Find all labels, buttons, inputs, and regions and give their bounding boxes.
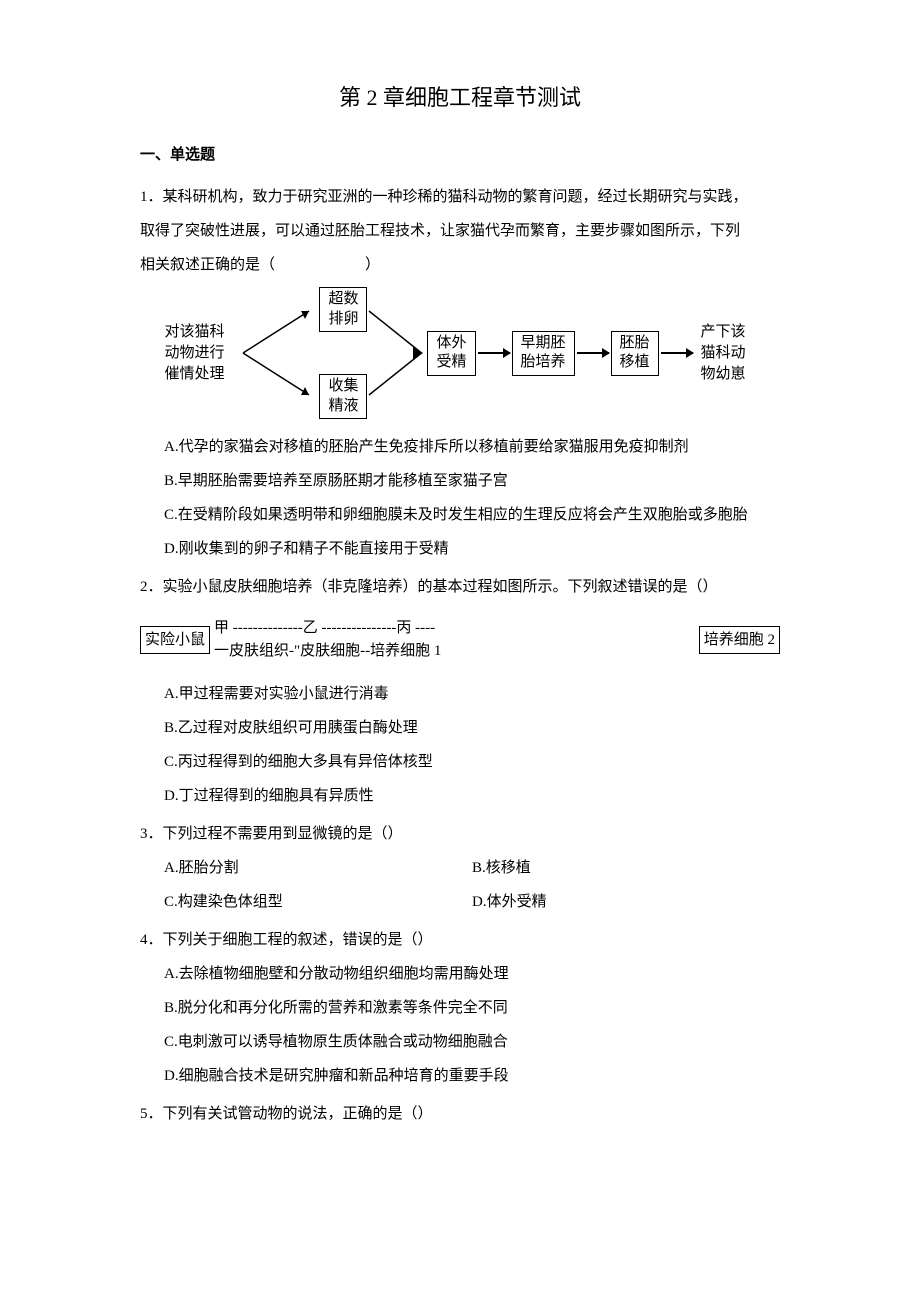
section-heading: 一、单选题 (140, 143, 780, 167)
q2-option-a: A.甲过程需要对实验小鼠进行消毒 (164, 682, 780, 706)
q4-option-b: B.脱分化和再分化所需的营养和激素等条件完全不同 (164, 996, 780, 1020)
flow-box-bot: 收集 精液 (319, 374, 367, 419)
q2-option-b: B.乙过程对皮肤组织可用胰蛋白酶处理 (164, 716, 780, 740)
flow-box-c1-l1: 体外 (436, 334, 466, 354)
flow-box-c1-l2: 受精 (436, 353, 466, 373)
q4-option-c: C.电刺激可以诱导植物原生质体融合或动物细胞融合 (164, 1030, 780, 1054)
tf-right-box: 培养细胞 2 (699, 626, 780, 654)
flow-right-l1: 产下该 (701, 322, 771, 343)
q4-option-a: A.去除植物细胞壁和分散动物组织细胞均需用酶处理 (164, 962, 780, 986)
tf-row1: 甲 --------------乙 ---------------丙 ---- (214, 617, 435, 640)
flow-box-bot-l1: 收集 (328, 377, 358, 397)
flow-box-c3-l1: 胚胎 (620, 334, 650, 354)
q4-option-d: D.细胞融合技术是研究肿瘤和新品种培育的重要手段 (164, 1064, 780, 1088)
question-2: 2．实验小鼠皮肤细胞培养（非克隆培养）的基本过程如图所示。下列叙述错误的是（） … (140, 575, 780, 808)
q4-options: A.去除植物细胞壁和分散动物组织细胞均需用酶处理 B.脱分化和再分化所需的营养和… (140, 962, 780, 1088)
q1-number: 1 (140, 189, 148, 205)
flow-box-c2: 早期胚 胎培养 (512, 331, 575, 376)
q2-option-c: C.丙过程得到的细胞大多具有异倍体核型 (164, 750, 780, 774)
flow-right-l3: 物幼崽 (701, 364, 771, 385)
flow-box-top-l1: 超数 (328, 290, 358, 310)
flow-branch-out (239, 293, 319, 413)
q2-options: A.甲过程需要对实验小鼠进行消毒 B.乙过程对皮肤组织可用胰蛋白酶处理 C.丙过… (140, 682, 780, 808)
q1-option-d: D.刚收集到的卵子和精子不能直接用于受精 (164, 537, 780, 561)
flow-left-l2: 动物进行 (164, 343, 224, 364)
flow-left-text: 对该猫科 动物进行 催情处理 (149, 322, 239, 385)
q1-stem-line2: 取得了突破性进展，可以通过胚胎工程技术，让家猫代孕而繁育，主要步骤如图所示，下列 (140, 219, 780, 243)
flow-box-c1: 体外 受精 (427, 331, 475, 376)
q2-text: ．实验小鼠皮肤细胞培养（非克隆培养）的基本过程如图所示。下列叙述错误的是（） (148, 579, 718, 595)
arrow-icon (661, 352, 693, 354)
q3-option-d: D.体外受精 (472, 890, 780, 914)
q1-flowchart: 对该猫科 动物进行 催情处理 超数 排卵 收集 精液 (140, 287, 780, 419)
q1-option-c: C.在受精阶段如果透明带和卵细胞膜未及时发生相应的生理反应将会产生双胞胎或多胞胎 (164, 503, 780, 527)
q1-options: A.代孕的家猫会对移植的胚胎产生免疫排斥所以移植前要给家猫服用免疫抑制剂 B.早… (140, 435, 780, 561)
flow-box-c2-l1: 早期胚 (521, 334, 566, 354)
q3-row1: A.胚胎分割 B.核移植 (164, 856, 780, 880)
flow-chain: 体外 受精 早期胚 胎培养 胚胎 移植 (427, 331, 694, 376)
page-title: 第 2 章细胞工程章节测试 (140, 80, 780, 115)
q1-stem-line1: 1．某科研机构，致力于研究亚洲的一种珍稀的猫科动物的繁育问题，经过长期研究与实践… (140, 185, 780, 209)
q3-option-b: B.核移植 (472, 856, 780, 880)
arrow-icon (478, 352, 510, 354)
flow-right-l2: 猫科动 (701, 343, 771, 364)
question-3: 3．下列过程不需要用到显微镜的是（） A.胚胎分割 B.核移植 C.构建染色体组… (140, 822, 780, 914)
q5-text: ．下列有关试管动物的说法，正确的是（） (148, 1106, 433, 1122)
arrow-icon (577, 352, 609, 354)
q3-number: 3 (140, 826, 148, 842)
flow-left-l3: 催情处理 (164, 364, 224, 385)
q3-option-c: C.构建染色体组型 (164, 890, 472, 914)
q2-option-d: D.丁过程得到的细胞具有异质性 (164, 784, 780, 808)
flow-left-l1: 对该猫科 (164, 322, 224, 343)
flow-box-c3-l2: 移植 (620, 353, 650, 373)
q3-options: A.胚胎分割 B.核移植 C.构建染色体组型 D.体外受精 (140, 856, 780, 914)
tf-mid: 甲 --------------乙 ---------------丙 ---- … (214, 617, 441, 662)
q3-text: ．下列过程不需要用到显微镜的是（） (148, 826, 403, 842)
flow-box-top-l2: 排卵 (328, 310, 358, 330)
q2-number: 2 (140, 579, 148, 595)
q1-text1: ．某科研机构，致力于研究亚洲的一种珍稀的猫科动物的繁育问题，经过长期研究与实践， (148, 189, 748, 205)
q1-option-a: A.代孕的家猫会对移植的胚胎产生免疫排斥所以移植前要给家猫服用免疫抑制剂 (164, 435, 780, 459)
tf-row2: 一皮肤组织-"皮肤细胞--培养细胞 1 (214, 640, 441, 663)
flow-branch-in (367, 293, 427, 413)
flow-box-bot-l2: 精液 (328, 397, 358, 417)
flow-box-c3: 胚胎 移植 (611, 331, 659, 376)
q5-number: 5 (140, 1106, 148, 1122)
q2-stem: 2．实验小鼠皮肤细胞培养（非克隆培养）的基本过程如图所示。下列叙述错误的是（） (140, 575, 780, 599)
q4-text: ．下列关于细胞工程的叙述，错误的是（） (148, 932, 433, 948)
tf-left-box: 实险小鼠 (140, 626, 210, 654)
flow-right-text: 产下该 猫科动 物幼崽 (701, 322, 771, 385)
q2-diagram: 实险小鼠 甲 --------------乙 ---------------丙 … (140, 617, 780, 662)
q5-stem: 5．下列有关试管动物的说法，正确的是（） (140, 1102, 780, 1126)
q4-number: 4 (140, 932, 148, 948)
q3-option-a: A.胚胎分割 (164, 856, 472, 880)
flow-mid-column: 超数 排卵 收集 精液 (319, 287, 367, 419)
q4-stem: 4．下列关于细胞工程的叙述，错误的是（） (140, 928, 780, 952)
question-5: 5．下列有关试管动物的说法，正确的是（） (140, 1102, 780, 1126)
question-4: 4．下列关于细胞工程的叙述，错误的是（） A.去除植物细胞壁和分散动物组织细胞均… (140, 928, 780, 1088)
q1-option-b: B.早期胚胎需要培养至原肠胚期才能移植至家猫子宫 (164, 469, 780, 493)
q3-stem: 3．下列过程不需要用到显微镜的是（） (140, 822, 780, 846)
question-1: 1．某科研机构，致力于研究亚洲的一种珍稀的猫科动物的繁育问题，经过长期研究与实践… (140, 185, 780, 561)
flow-box-c2-l2: 胎培养 (521, 353, 566, 373)
q3-row2: C.构建染色体组型 D.体外受精 (164, 890, 780, 914)
q1-stem-line3: 相关叙述正确的是（ ） (140, 253, 780, 277)
flow-box-top: 超数 排卵 (319, 287, 367, 332)
